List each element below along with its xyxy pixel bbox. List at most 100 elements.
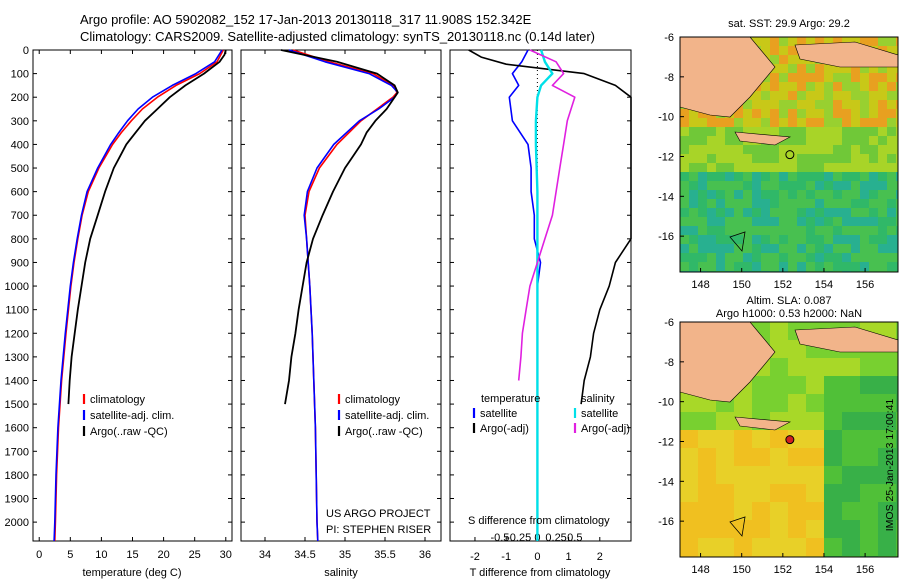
sla-lat-tick-label: -16: [658, 516, 674, 528]
sst-cell: [716, 208, 726, 218]
sst-cell: [698, 262, 708, 272]
sst-cell: [770, 100, 780, 110]
pi-annotation: PI: STEPHEN RISER: [326, 524, 431, 536]
sst-cell: [707, 127, 717, 137]
sla-cell: [734, 502, 753, 521]
sst-cell: [797, 109, 807, 119]
sst-cell: [779, 262, 789, 272]
sst-cell: [734, 244, 744, 254]
difference-s-axis-label: S difference from climatology: [468, 515, 610, 527]
sst-cell: [896, 172, 898, 182]
sst-cell: [896, 190, 898, 200]
sst-cell: [869, 235, 879, 245]
sla-lon-tick-label: 148: [691, 564, 709, 576]
sst-cell: [734, 145, 744, 155]
sst-cell: [851, 217, 861, 227]
sst-cell: [743, 235, 753, 245]
sst-cell: [806, 235, 816, 245]
sst-cell: [806, 118, 816, 128]
sst-cell: [752, 181, 762, 191]
sla-land-newguinea: [680, 322, 776, 403]
sst-cell: [788, 55, 798, 65]
sla-lat-tick-label: -6: [664, 317, 674, 329]
sla-cell: [896, 322, 898, 341]
sst-cell: [878, 226, 888, 236]
sst-cell: [851, 73, 861, 83]
sst-cell: [734, 109, 744, 119]
sst-cell: [779, 253, 789, 263]
sst-cell: [869, 199, 879, 209]
sst-cell: [860, 163, 870, 173]
sst-cell: [734, 190, 744, 200]
sla-cell: [896, 520, 898, 539]
sst-cell: [689, 226, 699, 236]
sla-cell: [770, 538, 789, 557]
sst-cell: [788, 109, 798, 119]
sst-cell: [689, 190, 699, 200]
sst-cell: [887, 253, 897, 263]
sst-cell: [761, 127, 771, 137]
sst-cell: [869, 100, 879, 110]
sla-cell: [896, 430, 898, 449]
sst-cell: [824, 91, 834, 101]
salinity-legend-label: satellite-adj. clim.: [345, 410, 429, 422]
sst-cell: [896, 226, 898, 236]
sst-cell: [860, 172, 870, 182]
salinity-xtick-label: 35.5: [374, 549, 395, 561]
sst-cell: [833, 181, 843, 191]
sla-cell: [770, 448, 789, 467]
sst-cell: [779, 46, 789, 56]
sst-cell: [887, 64, 897, 74]
sst-cell: [806, 253, 816, 263]
sst-cell: [788, 217, 798, 227]
sst-cell: [869, 244, 879, 254]
sla-cell: [770, 466, 789, 485]
sst-cell: [815, 127, 825, 137]
sla-cell: [788, 520, 807, 539]
sst-cell: [779, 55, 789, 65]
sst-cell: [878, 64, 888, 74]
sst-cell: [680, 136, 690, 146]
sla-cell: [680, 538, 699, 557]
sst-cell: [869, 190, 879, 200]
sst-cell: [689, 235, 699, 245]
sst-cell: [779, 208, 789, 218]
depth-tick-label: 200: [11, 92, 29, 104]
sst-cell: [707, 217, 717, 227]
sla-cell: [788, 358, 807, 377]
sst-raster: [680, 37, 898, 272]
sst-cell: [698, 145, 708, 155]
sst-cell: [707, 136, 717, 146]
sst-cell: [761, 109, 771, 119]
sla-cell: [788, 430, 807, 449]
sst-cell: [887, 172, 897, 182]
sst-cell: [851, 181, 861, 191]
sst-cell: [815, 91, 825, 101]
sst-cell: [815, 181, 825, 191]
sst-cell: [716, 217, 726, 227]
sla-lon-tick-label: 154: [815, 564, 833, 576]
sst-cell: [869, 163, 879, 173]
sst-cell: [752, 262, 762, 272]
sla-cell: [752, 430, 771, 449]
sst-cell: [725, 217, 735, 227]
sst-cell: [716, 226, 726, 236]
sla-cell: [842, 358, 861, 377]
sst-cell: [887, 109, 897, 119]
sst-cell: [779, 136, 789, 146]
sst-cell: [842, 145, 852, 155]
sst-cell: [824, 199, 834, 209]
sla-cell: [734, 448, 753, 467]
imos-side-label: IMOS 25-Jan-2013 17:00:41: [884, 399, 896, 532]
sst-cell: [689, 172, 699, 182]
sst-cell: [851, 163, 861, 173]
sst-cell: [716, 163, 726, 173]
sst-cell: [869, 172, 879, 182]
sla-cell: [860, 430, 879, 449]
plot-title-line2: Climatology: CARS2009. Satellite-adjuste…: [80, 29, 595, 44]
sst-cell: [824, 64, 834, 74]
sst-cell: [788, 190, 798, 200]
depth-tick-label: 1600: [5, 423, 29, 435]
sst-cell: [779, 181, 789, 191]
